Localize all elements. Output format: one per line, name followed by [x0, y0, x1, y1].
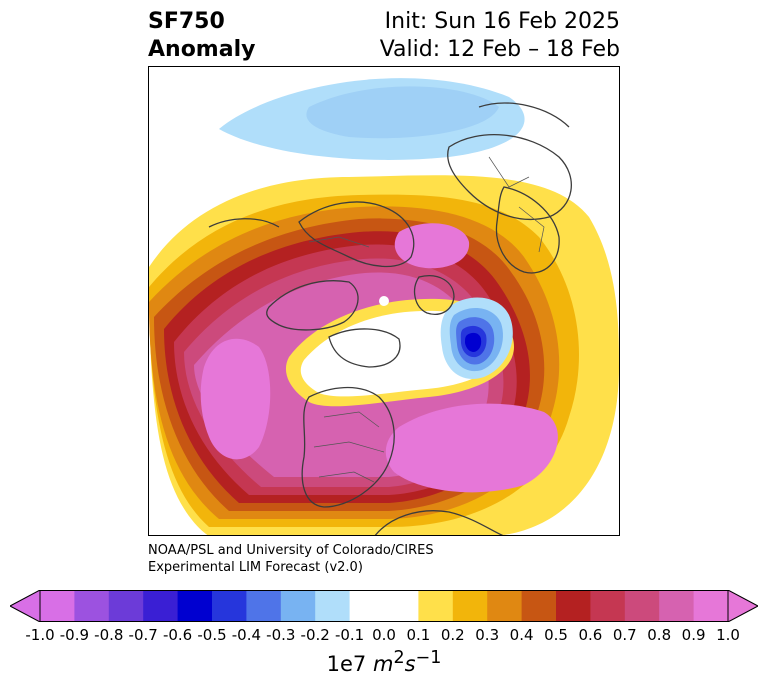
colorbar-bin — [624, 590, 660, 622]
init-date: Init: Sun 16 Feb 2025 — [384, 9, 620, 34]
contour-neg-0.7-east — [465, 332, 482, 352]
colorbar-bin — [177, 590, 213, 622]
colorbar-bin — [108, 590, 144, 622]
colorbar-bin — [659, 590, 695, 622]
colorbar-bin — [590, 590, 626, 622]
credit-line-2: Experimental LIM Forecast (v2.0) — [148, 560, 363, 575]
colorbar-bin — [280, 590, 316, 622]
plot-title-right: Init: Sun 16 Feb 2025 Valid: 12 Feb – 18… — [380, 8, 620, 64]
colorbar-tick-label: 1.0 — [716, 626, 740, 644]
colorbar-tick-label: -0.4 — [231, 626, 262, 644]
valid-range: Valid: 12 Feb – 18 Feb — [379, 37, 620, 62]
colorbar-bin — [315, 590, 351, 622]
units-s-exp: −1 — [415, 648, 442, 668]
colorbar-tick-label: 0.5 — [544, 626, 568, 644]
pole-marker — [379, 296, 389, 306]
colorbar-tick-label: 0.8 — [647, 626, 672, 644]
contour-pos-0.9-west — [200, 338, 271, 460]
units-s: s — [404, 652, 416, 676]
colorbar-bin — [418, 590, 454, 622]
colorbar-bin — [452, 590, 488, 622]
colorbar-tick-label: 0.3 — [475, 626, 500, 644]
shaded-field — [149, 78, 619, 535]
anomaly-map — [149, 67, 619, 535]
colorbar-bin — [556, 590, 591, 622]
colorbar-bin — [40, 590, 75, 622]
colorbar-bin — [349, 590, 385, 622]
contour-pos-0.9-north — [394, 223, 470, 269]
map-panel — [148, 66, 620, 536]
colorbar-units: 1e7 m2s−1 — [0, 648, 768, 676]
units-m-exp: 2 — [393, 648, 405, 668]
plot-title-left: SF750 Anomaly — [148, 8, 255, 64]
colorbar-tick-label: 0.6 — [578, 626, 603, 644]
colorbar-tick-label: -0.7 — [128, 626, 158, 644]
colorbar-bin — [143, 590, 179, 622]
colorbar-tick-label: -0.2 — [300, 626, 330, 644]
colorbar-tick-label: -0.8 — [94, 626, 124, 644]
colorbar-bin — [384, 590, 419, 622]
colorbar-tick-label: -0.5 — [197, 626, 227, 644]
colorbar-tick-label: -1.0 — [25, 626, 55, 644]
colorbar-tick-label: -0.1 — [334, 626, 365, 644]
colorbar-bin — [212, 590, 247, 622]
colorbar-frame — [39, 590, 729, 622]
units-prefix: 1e7 — [326, 652, 373, 676]
colorbar-tick-label: 0.9 — [681, 626, 706, 644]
coastlines — [208, 102, 572, 535]
colorbar — [10, 590, 758, 622]
units-m: m — [372, 652, 394, 676]
colorbar-tick-label: 0.2 — [440, 626, 465, 644]
colorbar-tick-label: 0.0 — [372, 626, 396, 644]
contour-pos-0.9-east — [385, 403, 558, 493]
colorbar-bin — [693, 590, 729, 622]
colorbar-tick-label: 0.7 — [612, 626, 637, 644]
colorbar-tick-labels: -1.0 -0.9 -0.8 -0.7 -0.6 -0.5 -0.4 -0.3 -0.2 -0.1… — [0, 626, 768, 646]
colorbar-tick-label: -0.6 — [162, 626, 193, 644]
colorbar-bin — [246, 590, 282, 622]
colorbar-tick-label: 0.1 — [406, 626, 431, 644]
colorbar-tick-label: -0.3 — [266, 626, 296, 644]
credit-text: NOAA/PSL and University of Colorado/CIRE… — [148, 542, 434, 576]
colorbar-bin — [487, 590, 523, 622]
field-name: Anomaly — [148, 37, 256, 62]
colorbar-tick-label: -0.9 — [59, 626, 90, 644]
colorbar-bin — [521, 590, 557, 622]
political-borders — [308, 156, 545, 483]
colorbar-bin — [74, 590, 110, 622]
credit-line-1: NOAA/PSL and University of Colorado/CIRE… — [148, 543, 434, 558]
colorbar-extend-min — [10, 590, 41, 622]
contour-neg-0.2 — [306, 86, 499, 139]
colorbar-tick-label: 0.4 — [509, 626, 534, 644]
variable-name: SF750 — [148, 9, 225, 34]
colorbar-extend-max — [727, 590, 758, 622]
